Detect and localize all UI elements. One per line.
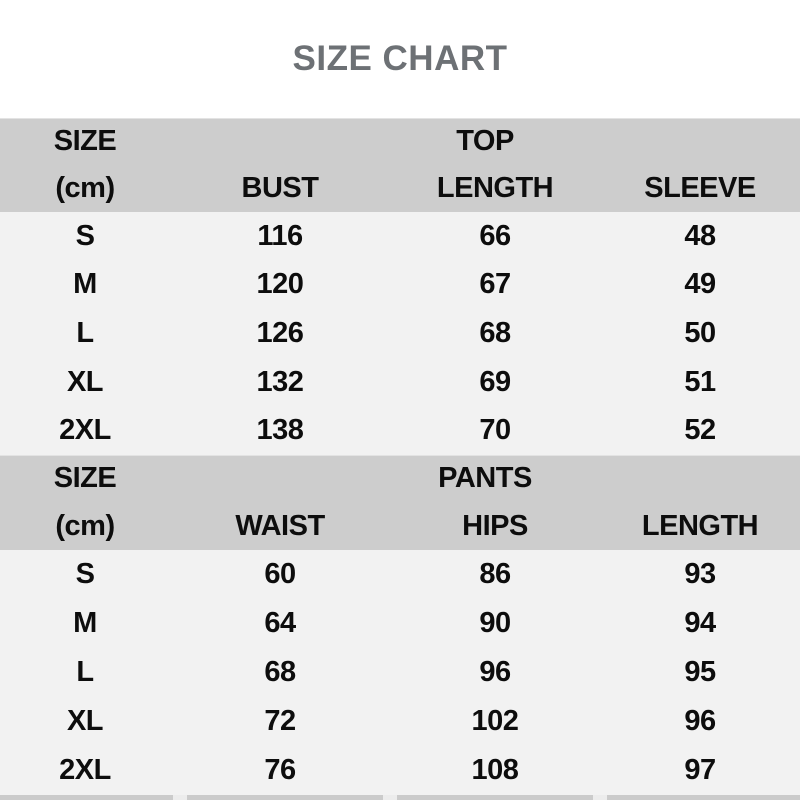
size-cell: M [73, 607, 97, 639]
table-row: 2XL 76 108 97 [0, 746, 800, 795]
column-header-bust: BUST [241, 172, 319, 204]
table-row: M 64 90 94 [0, 599, 800, 648]
size-cell: L [76, 316, 94, 349]
value-cell: 95 [684, 656, 716, 688]
value-cell: 49 [684, 268, 716, 301]
column-header-length: LENGTH [436, 172, 554, 204]
value-cell: 76 [264, 754, 296, 786]
table-row: L 68 96 95 [0, 648, 800, 697]
page-title: SIZE CHART [292, 39, 508, 78]
size-cell: S [75, 219, 95, 252]
value-cell: 138 [256, 414, 304, 447]
value-cell: 66 [479, 219, 511, 252]
size-cell: XL [66, 365, 104, 398]
section-title-pants: PANTS [438, 462, 532, 495]
value-cell: 90 [479, 607, 511, 639]
section-title-top: TOP [456, 125, 514, 157]
value-cell: 96 [479, 656, 511, 688]
value-cell: 116 [257, 219, 303, 252]
size-cell: 2XL [59, 754, 111, 786]
value-cell: 60 [264, 558, 296, 590]
size-cell: L [76, 656, 94, 688]
size-cell: XL [66, 705, 104, 737]
top-section-header: SIZE (cm) TOP BUST LENGTH SLEEVE [0, 118, 800, 212]
table-row: L 126 68 50 [0, 309, 800, 358]
value-cell: 50 [684, 316, 716, 349]
table-row: S 116 66 48 [0, 212, 800, 261]
value-cell: 48 [684, 219, 716, 252]
size-label: SIZE [53, 462, 117, 495]
value-cell: 68 [264, 656, 296, 688]
next-section-edge [0, 795, 800, 800]
size-cell: S [75, 558, 95, 590]
value-cell: 94 [684, 607, 716, 639]
value-cell: 64 [264, 607, 296, 639]
value-cell: 69 [479, 365, 511, 398]
unit-label: (cm) [55, 172, 115, 204]
column-header-hips: HIPS [462, 509, 528, 542]
value-cell: 52 [684, 414, 716, 447]
table-row: 2XL 138 70 52 [0, 406, 800, 455]
value-cell: 93 [684, 558, 716, 590]
column-header-sleeve: SLEEVE [644, 172, 756, 204]
table-row: XL 132 69 51 [0, 358, 800, 407]
value-cell: 67 [479, 268, 511, 301]
value-cell: 108 [471, 754, 519, 786]
table-row: M 120 67 49 [0, 261, 800, 310]
table-row: XL 72 102 96 [0, 697, 800, 746]
value-cell: 72 [264, 705, 296, 737]
value-cell: 96 [684, 705, 716, 737]
value-cell: 86 [479, 558, 511, 590]
size-cell: 2XL [59, 414, 111, 447]
value-cell: 97 [684, 754, 716, 786]
pants-section-rows: S 60 86 93 M 64 90 94 L 68 96 95 XL 72 1… [0, 550, 800, 795]
value-cell: 126 [256, 316, 304, 349]
unit-label: (cm) [55, 509, 115, 542]
pants-section-header: SIZE (cm) PANTS WAIST HIPS LENGTH [0, 455, 800, 550]
title-band: SIZE CHART [0, 0, 800, 118]
value-cell: 51 [684, 365, 716, 398]
column-header-length: LENGTH [641, 509, 759, 542]
value-cell: 132 [256, 365, 304, 398]
value-cell: 68 [479, 316, 511, 349]
value-cell: 70 [479, 414, 511, 447]
size-label: SIZE [53, 125, 117, 157]
size-cell: M [73, 268, 97, 301]
top-section-rows: S 116 66 48 M 120 67 49 L 126 68 50 XL 1… [0, 212, 800, 455]
value-cell: 120 [256, 268, 304, 301]
column-header-waist: WAIST [235, 509, 325, 542]
table-row: S 60 86 93 [0, 550, 800, 599]
value-cell: 102 [471, 705, 519, 737]
